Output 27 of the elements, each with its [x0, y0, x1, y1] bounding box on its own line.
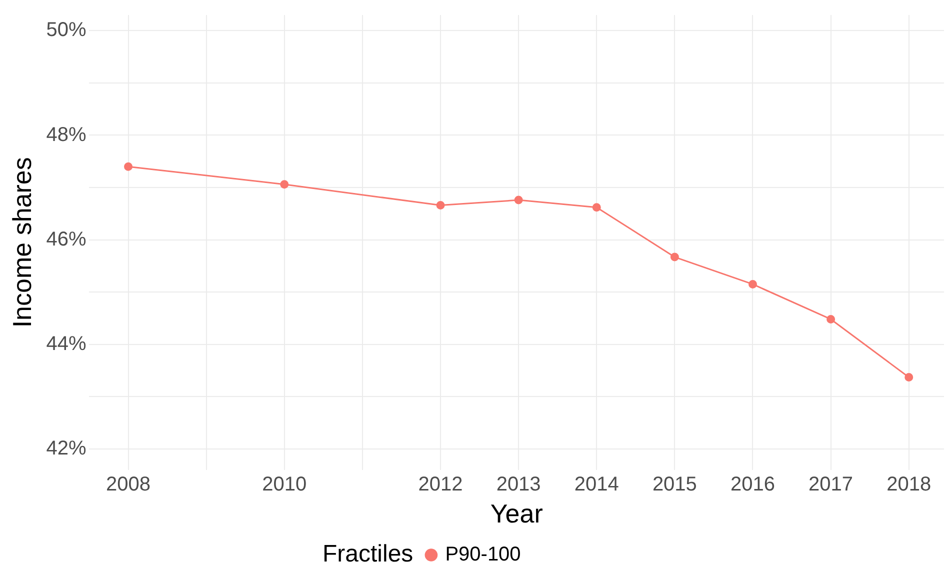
y-tick-label: 48%	[46, 124, 86, 146]
point	[826, 314, 836, 324]
legend-title: Fractiles	[322, 540, 414, 568]
legend-label: P90-100	[445, 544, 521, 566]
x-axis-title: Year	[490, 498, 544, 529]
x-tick-label: 2017	[808, 473, 854, 496]
y-tick-label: 46%	[46, 228, 86, 250]
point	[904, 373, 914, 382]
x-tick-label: 2013	[496, 473, 541, 496]
point	[514, 196, 523, 204]
x-tick-label: 2012	[418, 473, 463, 496]
y-tick-label: 42%	[46, 437, 86, 460]
x-tick-label: 2014	[574, 473, 619, 496]
x-tick-label: 2008	[106, 473, 151, 496]
point	[670, 252, 679, 262]
y-axis-title: Income shares	[6, 157, 37, 328]
point	[436, 201, 445, 210]
y-tick-label: 50%	[46, 19, 86, 42]
point	[748, 280, 757, 288]
x-tick-label: 2016	[730, 473, 775, 496]
x-tick-label: 2010	[262, 473, 307, 496]
x-tick-label: 2015	[652, 473, 697, 496]
point	[280, 180, 289, 189]
x-tick-label: 2018	[886, 473, 932, 496]
point	[124, 162, 133, 171]
y-tick-label: 44%	[46, 332, 86, 355]
point	[592, 203, 601, 212]
